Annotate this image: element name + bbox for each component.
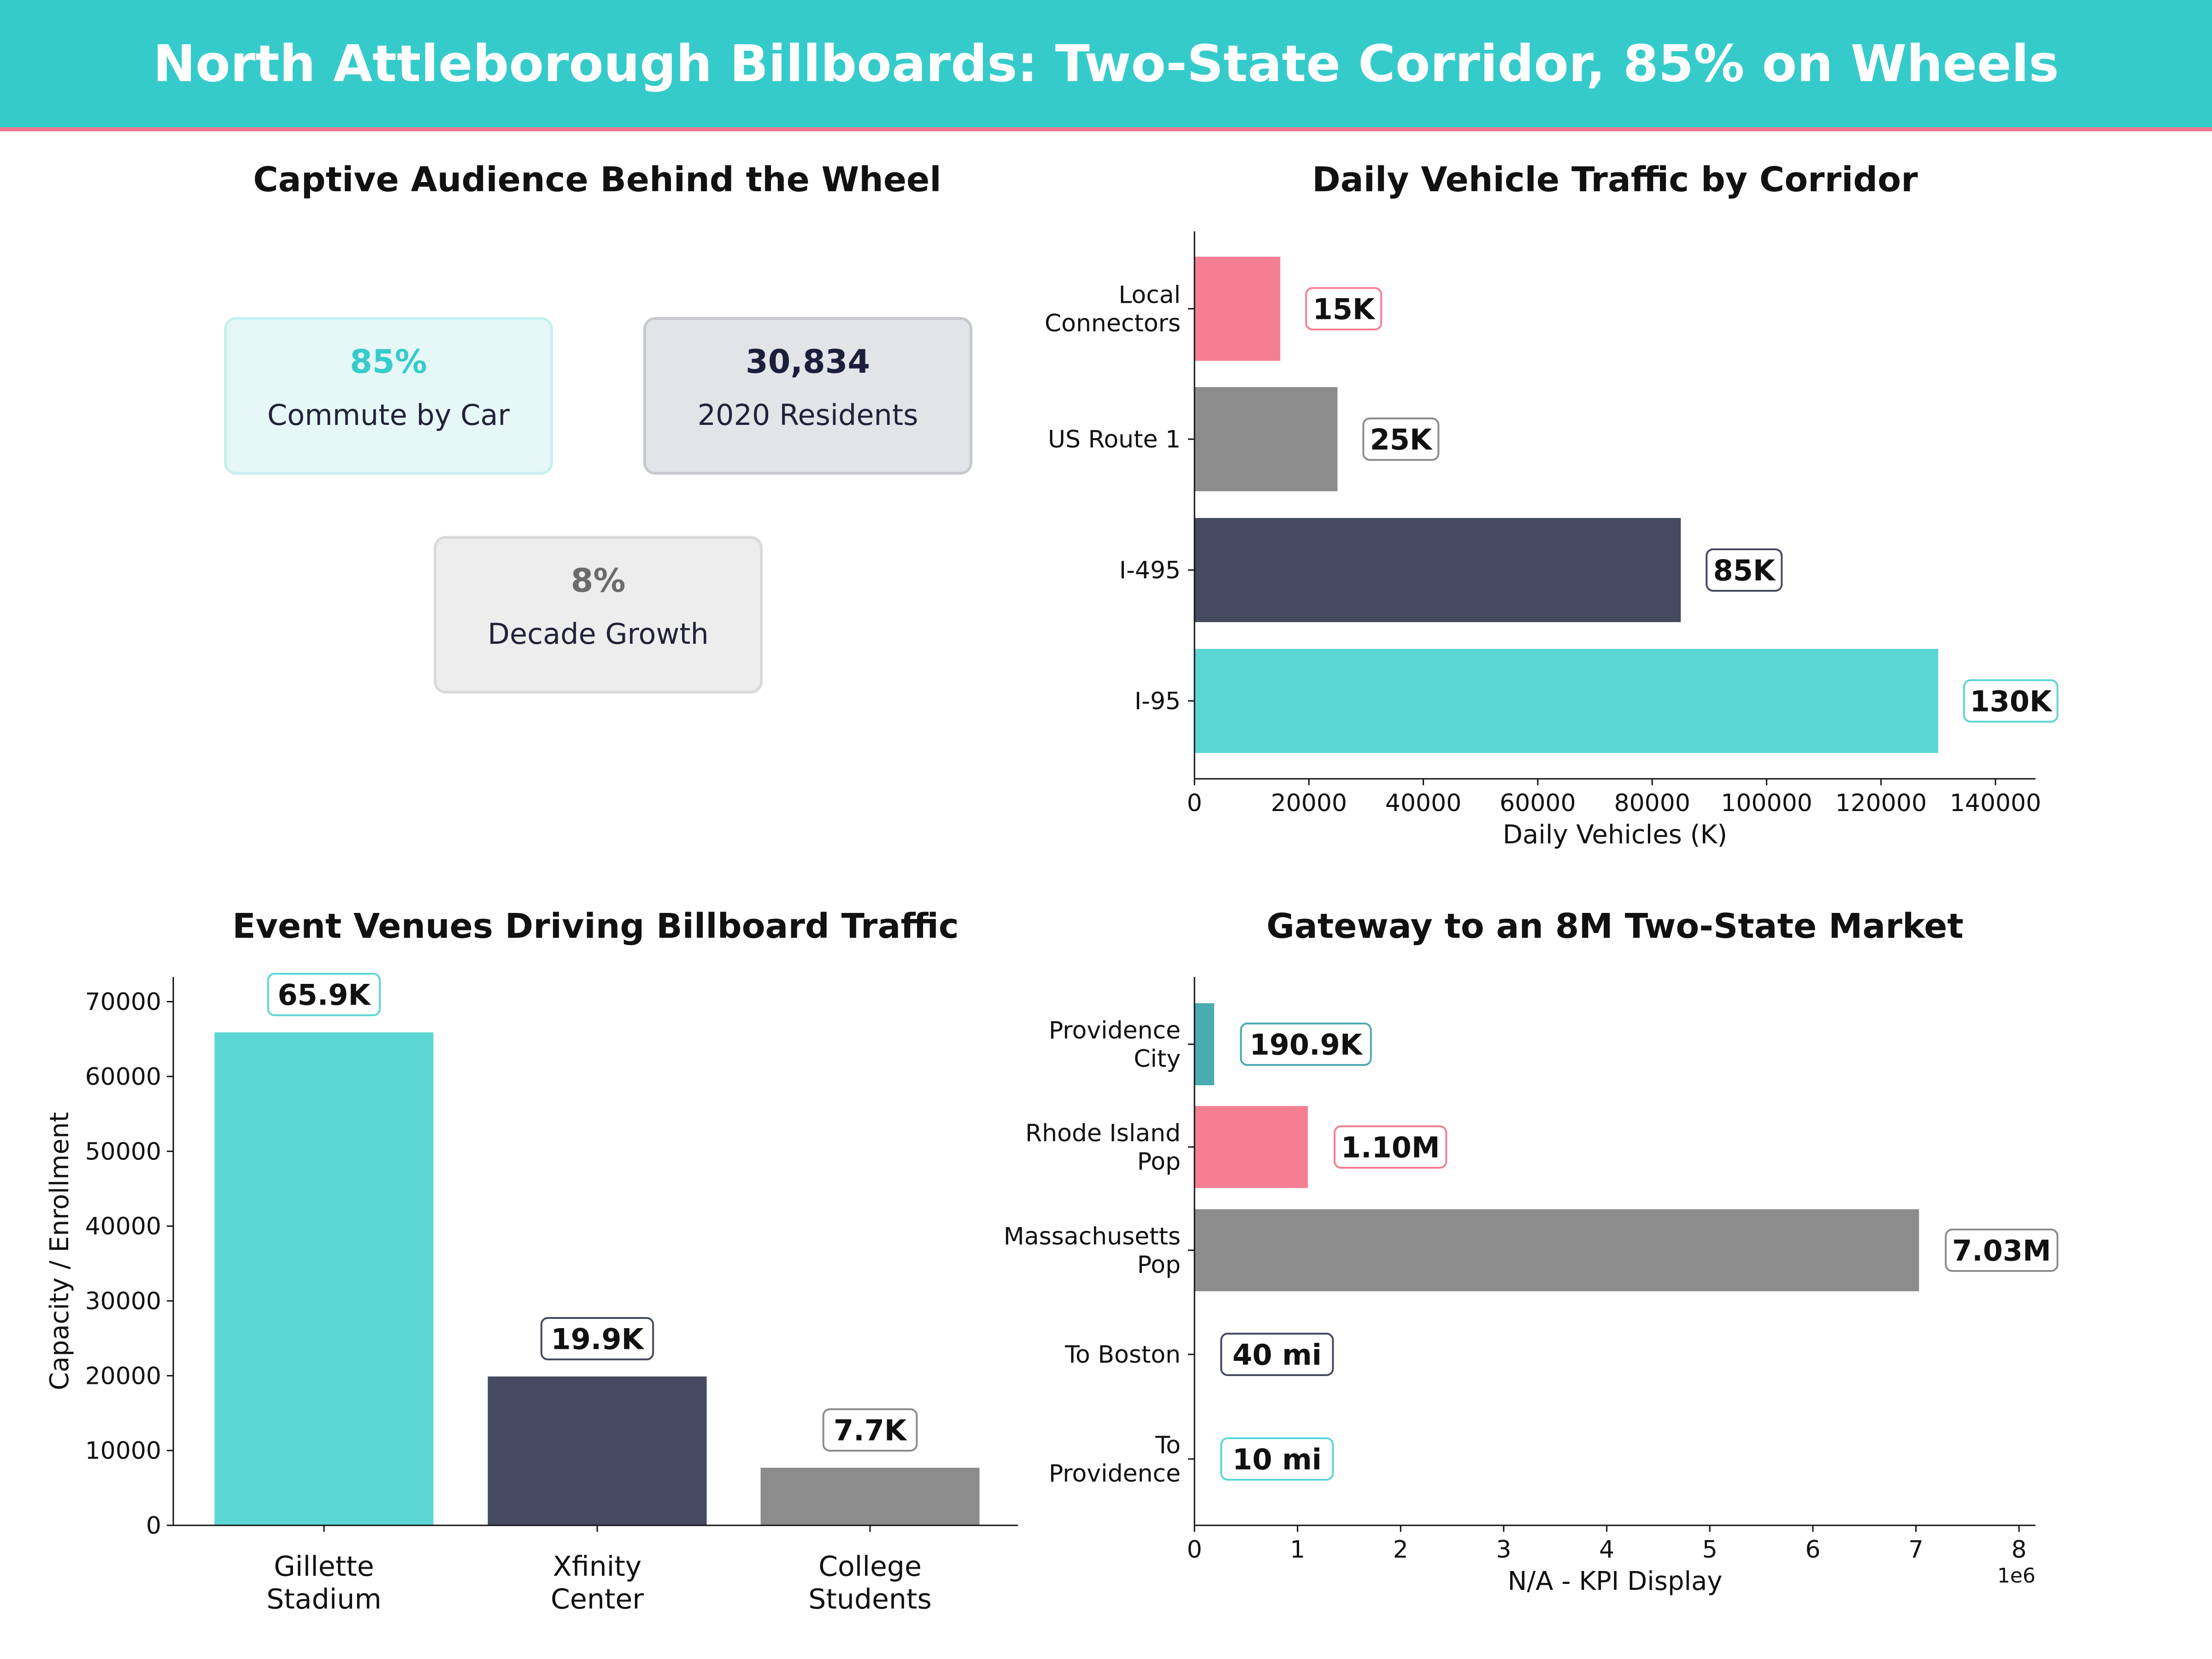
data-label: 25K	[1370, 423, 1433, 456]
x-tick-label: 100000	[1721, 789, 1812, 817]
kpi-label: 2020 Residents	[697, 398, 918, 432]
data-label: 10 mi	[1232, 1442, 1322, 1476]
y-tick-label: Massachusetts Pop	[1004, 1223, 1181, 1279]
bar	[214, 1032, 434, 1525]
value-label-box	[822, 1408, 918, 1452]
x-tick-label: Gillette Stadium	[266, 1551, 382, 1616]
x-tick-label: 7	[1908, 1536, 1924, 1564]
chart-title: Gateway to an 8M Two-State Market	[1266, 906, 1964, 946]
y-tick-label: 20000	[85, 1362, 161, 1390]
y-tick-label: To Boston	[1065, 1341, 1181, 1369]
data-label: 1.10M	[1341, 1130, 1440, 1164]
value-label-box	[1220, 1333, 1334, 1376]
bar	[488, 1376, 707, 1525]
y-tick-label: 10000	[85, 1437, 161, 1465]
x-tick-label: 4	[1599, 1536, 1614, 1564]
x-tick-label: 6	[1805, 1536, 1820, 1564]
y-tick-label: 70000	[85, 988, 161, 1016]
bar	[1194, 1003, 1214, 1085]
data-label: 7.03M	[1952, 1234, 2051, 1267]
value-label-box	[1334, 1125, 1447, 1169]
x-tick-label: 40000	[1385, 789, 1461, 817]
kpi-value: 30,834	[745, 343, 871, 381]
y-tick-label: 50000	[85, 1138, 161, 1165]
x-axis-label: Daily Vehicles (K)	[1503, 820, 1727, 850]
kpi-label: Commute by Car	[267, 398, 510, 432]
data-label: 15K	[1313, 292, 1376, 326]
y-tick-label: 0	[146, 1512, 161, 1540]
data-label: 40 mi	[1232, 1338, 1322, 1371]
x-tick-label: 60000	[1500, 789, 1576, 817]
y-tick-label: To Providence	[1049, 1432, 1181, 1488]
x-tick-label: College Students	[808, 1551, 931, 1616]
y-tick-label: Local Connectors	[1045, 282, 1181, 337]
y-tick-label: 60000	[85, 1063, 161, 1091]
kpi-card: 30,834 2020 Residents	[643, 317, 972, 475]
data-label: 65.9K	[277, 978, 371, 1012]
x-tick-label: 0	[1187, 789, 1202, 817]
data-label: 130K	[1970, 684, 2053, 718]
bar	[1194, 649, 1938, 753]
data-label: 85K	[1713, 553, 1776, 587]
x-tick-label: 80000	[1614, 789, 1690, 817]
x-tick-label: 120000	[1835, 789, 1927, 817]
x-tick-label: 0	[1187, 1536, 1202, 1564]
header-banner: North Attleborough Billboards: Two-State…	[0, 0, 2212, 131]
x-tick-label: 2	[1393, 1536, 1408, 1564]
y-tick-label: 30000	[85, 1288, 161, 1315]
value-label-box	[1220, 1437, 1334, 1481]
y-axis-label: Capacity / Enrollment	[45, 1112, 75, 1390]
x-tick-label: 140000	[1950, 789, 2041, 817]
y-tick-label: Providence City	[1049, 1017, 1181, 1073]
x-tick-label: 1	[1290, 1536, 1305, 1564]
value-label-box	[540, 1317, 654, 1360]
kpi-label: Decade Growth	[488, 617, 709, 651]
x-tick-label: 3	[1496, 1536, 1511, 1564]
data-label: 19.9K	[551, 1322, 644, 1356]
x-tick-label: Xfinity Center	[551, 1551, 644, 1616]
bar	[1194, 1209, 1919, 1291]
value-label-box	[1305, 287, 1382, 330]
y-tick-label: 40000	[85, 1213, 161, 1241]
bar	[1194, 257, 1281, 361]
value-label-box	[267, 973, 381, 1017]
x-tick-label: 20000	[1271, 789, 1347, 817]
bar	[1194, 1106, 1308, 1188]
page-title: North Attleborough Billboards: Two-State…	[153, 34, 2059, 93]
y-tick-label: Rhode Island Pop	[1025, 1120, 1181, 1176]
kpi-value: 85%	[350, 343, 427, 381]
kpi-card: 85% Commute by Car	[224, 317, 553, 475]
data-label: 190.9K	[1250, 1028, 1363, 1061]
x-axis-offset-label: 1e6	[1997, 1564, 2036, 1588]
y-tick-label: US Route 1	[1048, 426, 1181, 453]
kpi-value: 8%	[571, 562, 626, 600]
x-tick-label: 8	[2012, 1536, 2027, 1564]
bar	[1194, 387, 1338, 491]
y-tick-label: I-95	[1135, 688, 1181, 715]
chart-title: Daily Vehicle Traffic by Corridor	[1312, 160, 1918, 200]
value-label-box	[1963, 679, 2059, 723]
value-label-box	[1945, 1229, 2059, 1272]
value-label-box	[1362, 418, 1440, 461]
x-axis-label: N/A - KPI Display	[1507, 1566, 1722, 1596]
kpi-card: 8% Decade Growth	[434, 536, 763, 694]
bar	[1194, 518, 1681, 622]
bar	[760, 1467, 980, 1525]
x-tick-label: 5	[1702, 1536, 1718, 1564]
y-tick-label: I-495	[1119, 557, 1181, 584]
value-label-box	[1240, 1023, 1372, 1066]
data-label: 7.7K	[834, 1413, 907, 1447]
value-label-box	[1706, 548, 1783, 592]
chart-title: Event Venues Driving Billboard Traffic	[232, 906, 959, 946]
